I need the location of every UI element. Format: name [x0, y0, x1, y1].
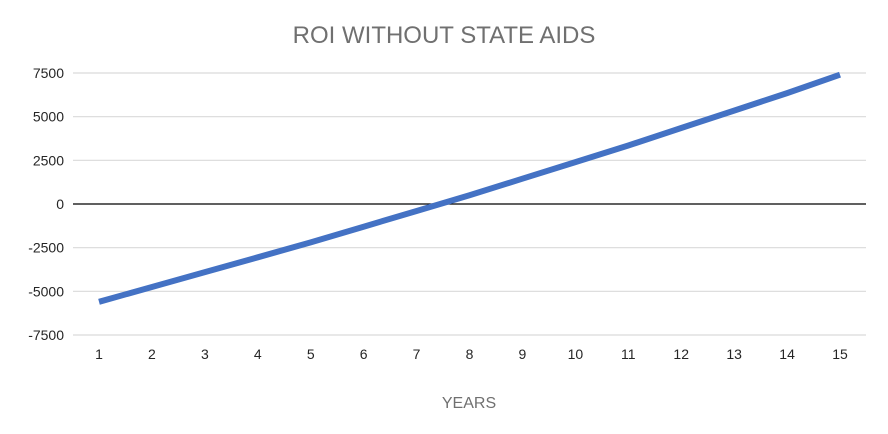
y-tick-label: -5000	[28, 283, 64, 299]
chart-title: ROI WITHOUT STATE AIDS	[293, 22, 596, 49]
series-layer	[98, 71, 841, 305]
y-tick-label: 0	[56, 196, 64, 212]
x-tick-label: 2	[148, 346, 156, 362]
x-axis-title: YEARS	[442, 395, 496, 412]
y-tick-label: 5000	[33, 109, 64, 125]
x-tick-label: 15	[832, 346, 848, 362]
gridlines	[73, 72, 866, 336]
y-axis-ticks: 7500 5000 2500 0 -2500 -5000 -7500	[28, 65, 64, 343]
y-tick-label: 2500	[33, 152, 64, 168]
x-tick-label: 3	[201, 346, 209, 362]
x-tick-label: 12	[673, 346, 689, 362]
x-axis-ticks: 1 2 3 4 5 6 7 8 9 10 11 12 13 14 15	[95, 346, 848, 362]
x-tick-label: 14	[779, 346, 795, 362]
y-tick-label: -7500	[28, 327, 64, 343]
x-tick-label: 4	[254, 346, 262, 362]
x-tick-label: 7	[413, 346, 421, 362]
x-tick-label: 5	[307, 346, 315, 362]
x-tick-label: 6	[360, 346, 368, 362]
y-tick-label: -2500	[28, 240, 64, 256]
x-tick-label: 8	[466, 346, 474, 362]
x-tick-label: 10	[568, 346, 584, 362]
series-line	[98, 71, 841, 305]
x-tick-label: 1	[95, 346, 103, 362]
x-tick-label: 13	[726, 346, 742, 362]
x-tick-label: 11	[621, 346, 636, 362]
y-tick-label: 7500	[33, 65, 64, 81]
x-tick-label: 9	[519, 346, 527, 362]
